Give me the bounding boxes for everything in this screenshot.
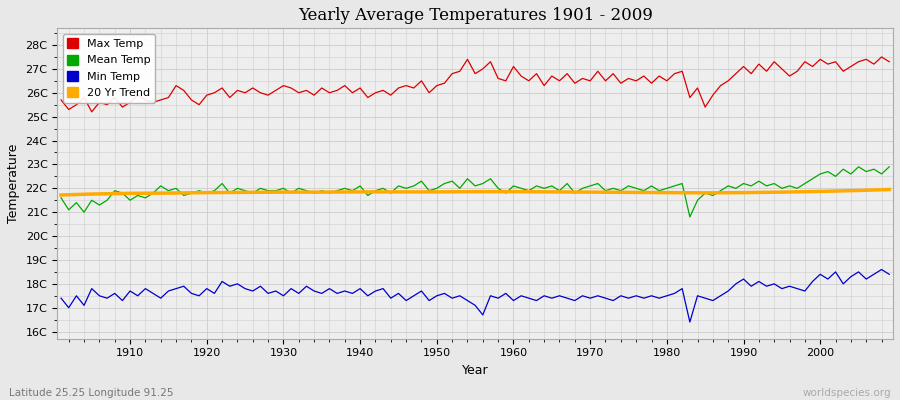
- X-axis label: Year: Year: [462, 364, 489, 377]
- Text: worldspecies.org: worldspecies.org: [803, 388, 891, 398]
- Title: Yearly Average Temperatures 1901 - 2009: Yearly Average Temperatures 1901 - 2009: [298, 7, 652, 24]
- Y-axis label: Temperature: Temperature: [7, 144, 20, 223]
- Legend: Max Temp, Mean Temp, Min Temp, 20 Yr Trend: Max Temp, Mean Temp, Min Temp, 20 Yr Tre…: [63, 34, 156, 102]
- Text: Latitude 25.25 Longitude 91.25: Latitude 25.25 Longitude 91.25: [9, 388, 174, 398]
